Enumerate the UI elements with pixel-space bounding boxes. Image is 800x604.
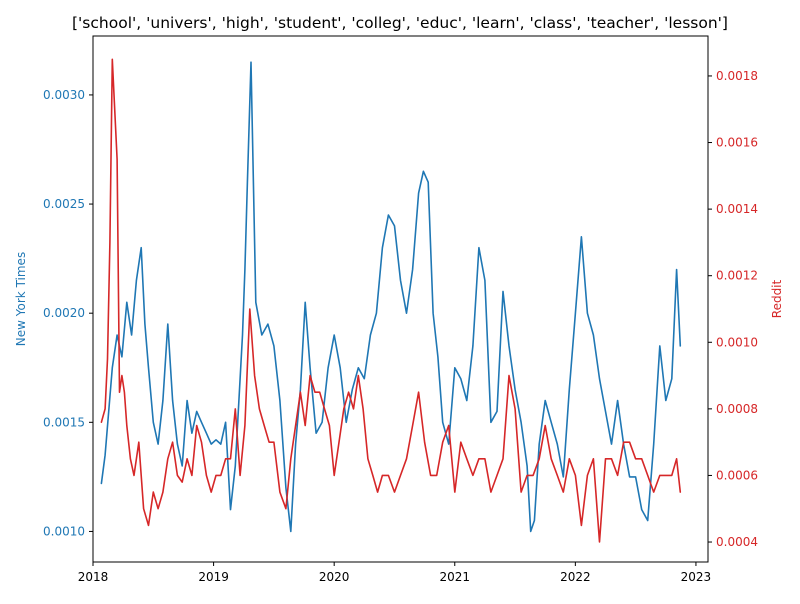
chart-title: ['school', 'univers', 'high', 'student',…: [72, 14, 728, 32]
right-y-tick-label: 0.0006: [716, 468, 758, 482]
right-y-tick-label: 0.0008: [716, 402, 758, 416]
left-y-tick-label: 0.0030: [43, 88, 85, 102]
x-tick-label: 2023: [681, 570, 712, 584]
axes: 2018 2019 2020 2021 2022 2023 0.0010 0.0015 0.00…: [43, 69, 758, 584]
right-y-tick-label: 0.0016: [716, 136, 758, 150]
left-y-tick-label: 0.0020: [43, 306, 85, 320]
right-y-tick-label: 0.0018: [716, 69, 758, 83]
right-y-tick-label: 0.0014: [716, 202, 758, 216]
series-line-reddit: [100, 58, 682, 543]
plot-frame: [92, 35, 709, 563]
right-y-tick-label: 0.0010: [716, 335, 758, 349]
right-y-tick-label: 0.0012: [716, 269, 758, 283]
left-axis-label: New York Times: [14, 252, 28, 346]
x-tick-label: 2019: [198, 570, 229, 584]
x-tick-label: 2020: [319, 570, 350, 584]
right-axis-label: Reddit: [770, 279, 784, 318]
series-line-new-york-times: [100, 61, 682, 533]
right-y-tick-label: 0.0004: [716, 535, 758, 549]
x-tick-label: 2018: [78, 570, 109, 584]
left-y-tick-label: 0.0015: [43, 415, 85, 429]
left-y-tick-label: 0.0025: [43, 197, 85, 211]
left-y-tick-label: 0.0010: [43, 524, 85, 538]
plot-area: [100, 58, 682, 543]
x-tick-label: 2022: [560, 570, 591, 584]
x-tick-label: 2021: [439, 570, 470, 584]
